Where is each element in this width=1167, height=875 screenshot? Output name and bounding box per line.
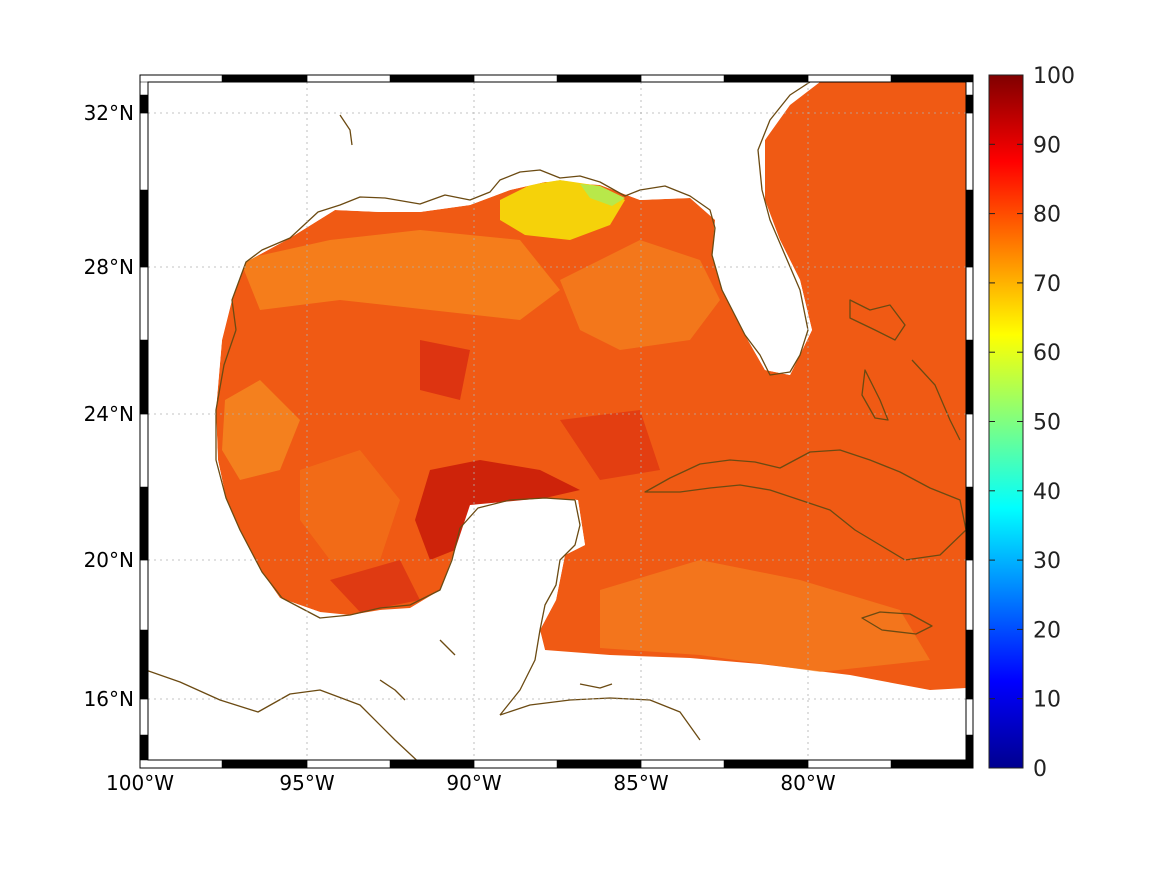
frame-segment (807, 74, 892, 83)
frame-segment (556, 759, 642, 769)
colorbar-ticks (989, 74, 1023, 769)
frame-segment (139, 559, 149, 631)
frame-segment (473, 759, 558, 769)
frame-segment (139, 74, 223, 83)
map-frame (139, 74, 974, 769)
colorbar-tick-label: 0 (1033, 757, 1047, 782)
frame-segment (640, 759, 725, 769)
frame-segment (965, 559, 974, 631)
frame-segment (139, 629, 149, 700)
land-north (148, 82, 820, 620)
frame-segment (139, 266, 149, 341)
colorbar-tick-label: 30 (1033, 549, 1061, 574)
colorbar-tick-label: 10 (1033, 688, 1061, 713)
yucatan-land (148, 498, 585, 760)
frame-segment (723, 759, 809, 769)
frame-segment (965, 413, 974, 488)
frame-segment (556, 74, 642, 83)
frame-segment (139, 94, 149, 114)
frame-segment (139, 189, 149, 268)
frame-segment (965, 486, 974, 561)
frame-segment (139, 112, 149, 191)
frame-segment (807, 759, 892, 769)
frame-segment (473, 74, 558, 83)
colorbar-tick-label: 40 (1033, 480, 1061, 505)
field-orange-patch (600, 560, 930, 672)
colorbar-tick-label: 20 (1033, 618, 1061, 643)
frame-segment (965, 189, 974, 268)
lon-tick-label: 95°W (279, 771, 334, 795)
frame-segment (139, 486, 149, 561)
frame-segment (306, 74, 391, 83)
frame-segment (139, 339, 149, 415)
field-orange-patch (300, 450, 400, 560)
frame-segment (890, 759, 974, 769)
lon-axis: 100°W 95°W 90°W 85°W 80°W (106, 771, 836, 795)
lat-tick-label: 16°N (84, 687, 134, 711)
frame-segment (139, 759, 223, 769)
field-darkred-patch (330, 560, 420, 612)
colorbar-tick-label: 60 (1033, 341, 1061, 366)
lat-axis: 32°N 28°N 24°N 20°N 16°N (84, 101, 134, 711)
colorbar-tick-label: 50 (1033, 411, 1061, 436)
frame-segment (965, 266, 974, 341)
lat-tick-label: 20°N (84, 548, 134, 572)
frame-segment (221, 74, 308, 83)
field-green-patch (580, 184, 625, 206)
frame-segment (139, 413, 149, 488)
colorbar-tick-label: 70 (1033, 272, 1061, 297)
colorbar-tick-label: 80 (1033, 203, 1061, 228)
frame-segment (389, 759, 475, 769)
lat-tick-label: 24°N (84, 402, 134, 426)
frame-segment (965, 629, 974, 700)
lon-tick-label: 100°W (106, 771, 174, 795)
frame-segment (221, 759, 308, 769)
frame-segment (965, 94, 974, 114)
frame-segment (389, 74, 475, 83)
field-darkred-patch (560, 410, 660, 480)
frame-segment (965, 698, 974, 736)
map-content (148, 82, 966, 760)
frame-segment (723, 74, 809, 83)
frame-segment (890, 74, 974, 83)
coastlines (148, 82, 966, 760)
lon-tick-label: 90°W (446, 771, 501, 795)
graticule (148, 82, 966, 760)
frame-segment (640, 74, 725, 83)
colorbar-tick-label: 90 (1033, 133, 1061, 158)
frame-segment (965, 112, 974, 191)
field-darkred-patch (420, 340, 470, 400)
lon-tick-label: 85°W (613, 771, 668, 795)
lat-tick-label: 28°N (84, 255, 134, 279)
field-darkred-patch (415, 460, 580, 560)
frame-segment (965, 339, 974, 415)
field-orange-patch (560, 240, 720, 350)
lat-tick-label: 32°N (84, 101, 134, 125)
frame-segment (139, 698, 149, 736)
frame-segment (306, 759, 391, 769)
field-orange-patch (240, 230, 560, 320)
lon-tick-label: 80°W (780, 771, 835, 795)
field-orange-patch (222, 380, 300, 480)
colorbar-tick-label: 100 (1033, 64, 1075, 89)
